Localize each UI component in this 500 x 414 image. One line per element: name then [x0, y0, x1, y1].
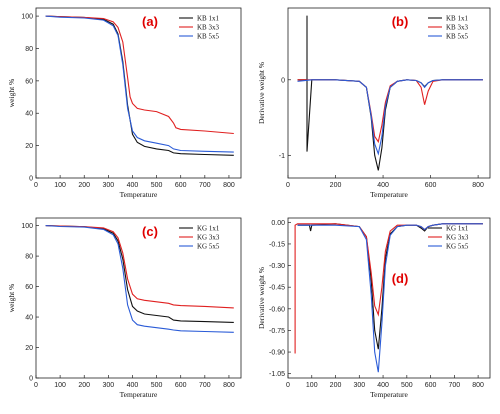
y-tick-label: -0.75: [269, 328, 285, 335]
x-tick-label: 0: [286, 182, 290, 189]
x-tick-label: 0: [34, 382, 38, 389]
x-tick-label: 100: [306, 382, 318, 389]
series-line-3: [45, 15, 234, 153]
x-tick-label: 800: [472, 382, 484, 389]
series-line-3: [297, 223, 483, 373]
legend-entry: KB 3x3: [197, 24, 219, 32]
legend-entry: KG 5x5: [446, 243, 469, 251]
y-axis-label: Derivative weight %: [257, 62, 266, 124]
legend-entry: KG 1x1: [446, 225, 469, 233]
x-tick-label: 500: [401, 382, 413, 389]
legend-entry: KB 5x5: [446, 33, 468, 41]
x-tick-label: 200: [78, 382, 90, 389]
y-axis-label: Derivative weight %: [257, 267, 266, 329]
series-line-2: [45, 225, 234, 309]
plot-frame: [35, 7, 242, 179]
panel-label: (a): [142, 14, 158, 29]
legend-entry: KB 1x1: [446, 15, 468, 23]
y-tick-label: 100: [21, 223, 33, 230]
y-tick-label: 100: [21, 14, 33, 21]
x-axis-label: Temperature: [370, 390, 408, 399]
x-tick-label: 400: [377, 382, 389, 389]
x-tick-label: 700: [449, 382, 461, 389]
series-line-3: [297, 79, 483, 156]
x-axis-label: Temperature: [120, 390, 158, 399]
x-tick-label: 400: [127, 182, 139, 189]
panel-label: (d): [392, 271, 409, 286]
legend-entry: KB 1x1: [197, 15, 219, 23]
series-line-1: [297, 223, 483, 350]
x-tick-label: 600: [425, 382, 437, 389]
panel-label: (b): [392, 14, 409, 29]
y-tick-label: 80: [25, 254, 33, 261]
legend-entry: KG 3x3: [197, 234, 220, 242]
y-tick-label: 0: [281, 77, 285, 84]
y-tick-label: -0.15: [269, 241, 285, 248]
y-tick-label: -1.05: [269, 371, 285, 378]
x-tick-label: 0: [34, 182, 38, 189]
y-tick-label: 80: [25, 46, 33, 53]
x-tick-label: 600: [175, 182, 187, 189]
panel-d: 0 100 200 300 400 500 600 700 800 0.00 -0.15 -0.30 -…: [257, 217, 491, 399]
legend-entry: KG 3x3: [446, 234, 469, 242]
x-tick-label: 200: [78, 182, 90, 189]
x-tick-label: 500: [151, 182, 163, 189]
y-tick-label: -0.60: [269, 306, 285, 313]
x-axis-label: Temperature: [120, 190, 158, 199]
y-tick-label: 60: [25, 78, 33, 85]
x-tick-label: 600: [425, 182, 437, 189]
plot-frame: [35, 217, 242, 379]
y-tick-label: 40: [25, 111, 33, 118]
y-tick-label: -0.90: [269, 350, 285, 357]
panel-label: (c): [142, 224, 158, 239]
plot-frame: [287, 7, 491, 179]
y-tick-label: -0.30: [269, 263, 285, 270]
y-tick-label: -0.45: [269, 285, 285, 292]
series-line-2: [45, 15, 234, 135]
x-tick-label: 300: [103, 182, 115, 189]
x-tick-label: 100: [54, 382, 66, 389]
y-tick-label: 40: [25, 315, 33, 322]
x-tick-label: 800: [472, 182, 484, 189]
x-tick-label: 200: [330, 182, 342, 189]
legend-entry: KB 5x5: [197, 33, 219, 41]
legend-entry: KG 1x1: [197, 225, 220, 233]
y-tick-label: 60: [25, 284, 33, 291]
x-tick-label: 100: [54, 182, 66, 189]
y-tick-label: 0: [29, 176, 33, 183]
legend-entry: KG 5x5: [197, 243, 220, 251]
y-tick-label: 0: [29, 376, 33, 383]
x-tick-label: 0: [286, 382, 290, 389]
y-tick-label: -1: [279, 153, 285, 160]
x-tick-label: 300: [103, 382, 115, 389]
x-tick-label: 400: [127, 382, 139, 389]
x-tick-label: 800: [223, 382, 235, 389]
x-tick-label: 800: [223, 182, 235, 189]
x-tick-label: 700: [199, 182, 211, 189]
panel-a: 0 100 200 300 400 500 600 700 800 0 20 40 60 80 100 Tem…: [7, 7, 242, 199]
panel-c: 0 100 200 300 400 500 600 700 800 0 20 40 60 80 100 Tem…: [7, 217, 242, 399]
x-tick-label: 300: [353, 382, 365, 389]
plot-frame: [287, 217, 491, 379]
x-tick-label: 700: [199, 382, 211, 389]
y-axis-label: weight %: [7, 284, 16, 313]
y-tick-label: 0.00: [271, 220, 285, 227]
series-line-3: [45, 225, 234, 333]
x-tick-label: 400: [377, 182, 389, 189]
x-axis-label: Temperature: [370, 190, 408, 199]
legend-entry: KB 3x3: [446, 24, 468, 32]
x-tick-label: 200: [330, 382, 342, 389]
panel-b: 0 200 400 600 800 -1 0 Temperature Derivative we…: [257, 7, 491, 199]
x-tick-label: 500: [151, 382, 163, 389]
y-tick-label: 20: [25, 345, 33, 352]
x-tick-label: 600: [175, 382, 187, 389]
y-axis-label: weight %: [7, 79, 16, 108]
y-tick-label: 20: [25, 143, 33, 150]
